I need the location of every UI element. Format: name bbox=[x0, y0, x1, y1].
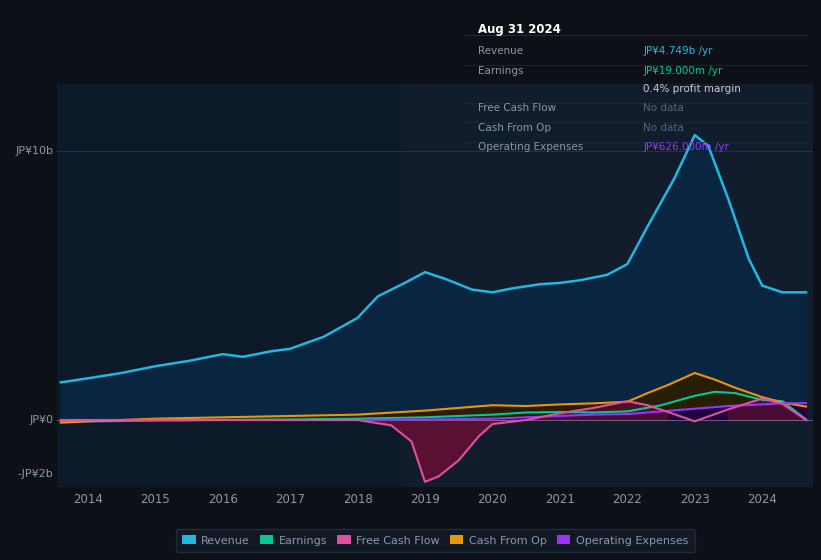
Text: JP¥0: JP¥0 bbox=[30, 415, 53, 425]
Text: Aug 31 2024: Aug 31 2024 bbox=[478, 23, 561, 36]
Text: JP¥4.749b /yr: JP¥4.749b /yr bbox=[643, 46, 713, 56]
Text: Free Cash Flow: Free Cash Flow bbox=[478, 103, 556, 113]
Text: Operating Expenses: Operating Expenses bbox=[478, 142, 583, 152]
Text: No data: No data bbox=[643, 123, 684, 133]
Legend: Revenue, Earnings, Free Cash Flow, Cash From Op, Operating Expenses: Revenue, Earnings, Free Cash Flow, Cash … bbox=[176, 529, 695, 552]
Text: 0.4% profit margin: 0.4% profit margin bbox=[643, 84, 741, 94]
Text: Cash From Op: Cash From Op bbox=[478, 123, 551, 133]
Text: -JP¥2b: -JP¥2b bbox=[18, 469, 53, 479]
Text: Revenue: Revenue bbox=[478, 46, 523, 56]
Text: No data: No data bbox=[643, 103, 684, 113]
Text: JP¥19.000m /yr: JP¥19.000m /yr bbox=[643, 67, 722, 77]
Text: Earnings: Earnings bbox=[478, 67, 523, 77]
Bar bbox=[401, 84, 813, 487]
Text: JP¥626.000m /yr: JP¥626.000m /yr bbox=[643, 142, 729, 152]
Text: JP¥10b: JP¥10b bbox=[16, 146, 53, 156]
